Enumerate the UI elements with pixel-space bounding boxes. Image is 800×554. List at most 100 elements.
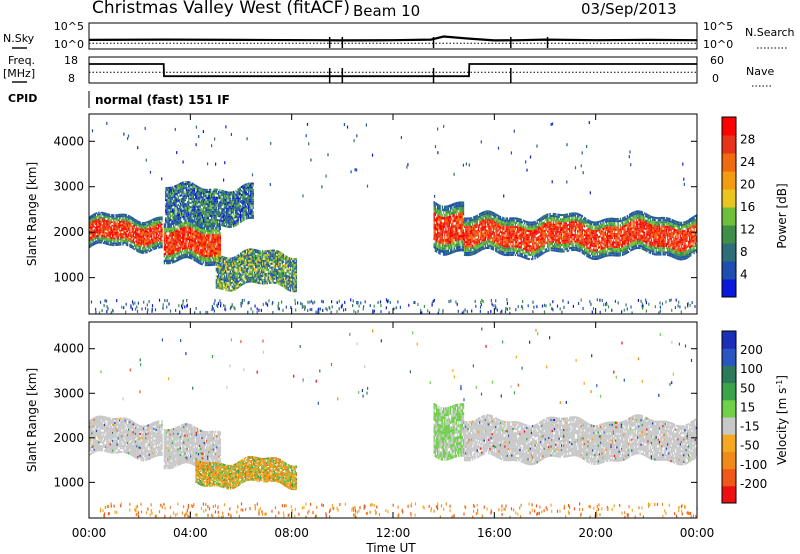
- data-cell: [143, 245, 145, 247]
- data-cell: [207, 238, 209, 242]
- data-cell: [147, 242, 149, 244]
- data-cell: [186, 181, 189, 183]
- data-cell: [91, 214, 93, 217]
- data-cell: [253, 277, 256, 280]
- data-cell: [161, 218, 163, 220]
- data-cell: [289, 257, 292, 260]
- data-cell: [222, 198, 224, 201]
- data-cell: [190, 198, 192, 201]
- data-cell: [206, 221, 208, 224]
- data-cell: [461, 232, 463, 235]
- data-cell: [466, 234, 468, 237]
- data-cell: [231, 274, 234, 277]
- data-cell: [161, 232, 163, 235]
- data-cell: [130, 216, 132, 218]
- data-cell: [177, 249, 179, 252]
- data-cell: [117, 244, 120, 246]
- data-cell: [244, 208, 246, 211]
- cpid-label: CPID: [8, 92, 37, 105]
- data-cell: [219, 197, 221, 200]
- data-cell: [447, 230, 449, 233]
- data-cell: [183, 231, 185, 234]
- data-cell: [248, 261, 250, 264]
- data-cell: [143, 223, 145, 226]
- data-cell: [118, 215, 121, 218]
- data-cell: [105, 242, 107, 245]
- data-cell: [147, 224, 149, 227]
- data-cell: [231, 264, 234, 267]
- data-cell: [275, 272, 278, 275]
- data-cell: [140, 241, 143, 243]
- data-cell: [466, 243, 468, 246]
- data-cell: [284, 267, 286, 270]
- data-cell: [233, 275, 235, 278]
- data-cell: [439, 238, 441, 241]
- data-cell: [169, 239, 171, 242]
- data-cell: [211, 247, 213, 250]
- data-cell: [178, 211, 181, 214]
- data-cell: [94, 239, 97, 241]
- data-cell: [231, 205, 234, 208]
- data-cell: [451, 251, 453, 254]
- data-cell: [251, 259, 253, 262]
- data-cell: [107, 216, 109, 219]
- data-cell: [205, 257, 208, 260]
- data-cell: [260, 267, 263, 270]
- data-cell: [206, 223, 208, 226]
- data-cell: [262, 259, 264, 262]
- data-cell: [181, 214, 183, 217]
- data-cell: [469, 217, 472, 220]
- data-cell: [446, 222, 448, 225]
- data-cell: [267, 272, 270, 275]
- data-cell: [197, 225, 200, 228]
- data-cell: [227, 209, 229, 212]
- data-cell: [144, 248, 146, 251]
- data-cell: [114, 230, 116, 232]
- data-cell: [174, 197, 176, 200]
- data-cell: [173, 202, 175, 204]
- data-cell: [188, 249, 191, 252]
- data-cell: [90, 243, 92, 246]
- data-cell: [441, 244, 444, 248]
- data-cell: [216, 279, 219, 282]
- data-cell: [184, 249, 186, 252]
- data-cell: [213, 236, 216, 239]
- data-cell: [200, 218, 203, 221]
- data-cell: [227, 201, 229, 204]
- data-cell: [188, 181, 190, 184]
- data-cell: [249, 216, 251, 219]
- data-cell: [230, 283, 233, 286]
- data-cell: [132, 247, 134, 250]
- data-cell: [237, 263, 240, 266]
- data-cell: [227, 211, 229, 214]
- data-cell: [435, 247, 438, 251]
- data-cell: [191, 230, 193, 233]
- data-cell: [180, 223, 183, 226]
- data-cell: [137, 243, 139, 246]
- data-cell: [133, 236, 136, 238]
- data-cell: [188, 197, 190, 200]
- data-cell: [144, 234, 146, 237]
- data-cell: [138, 240, 140, 243]
- data-cell: [453, 230, 455, 234]
- data-cell: [263, 265, 265, 268]
- data-cell: [226, 201, 228, 204]
- data-cell: [224, 215, 227, 218]
- data-cell: [251, 200, 253, 203]
- data-cell: [203, 247, 205, 251]
- data-cell: [147, 235, 149, 237]
- data-cell: [278, 256, 280, 259]
- data-cell: [240, 275, 242, 278]
- data-cell: [472, 240, 474, 243]
- data-cell: [250, 263, 252, 266]
- data-cell: [109, 236, 112, 239]
- data-cell: [273, 249, 275, 252]
- data-cell: [199, 262, 201, 265]
- data-cell: [255, 279, 257, 282]
- data-cell: [224, 203, 227, 206]
- data-cell: [183, 197, 185, 200]
- data-cell: [145, 230, 147, 233]
- data-cell: [177, 191, 180, 194]
- data-cell: [266, 255, 268, 258]
- data-cell: [193, 198, 196, 200]
